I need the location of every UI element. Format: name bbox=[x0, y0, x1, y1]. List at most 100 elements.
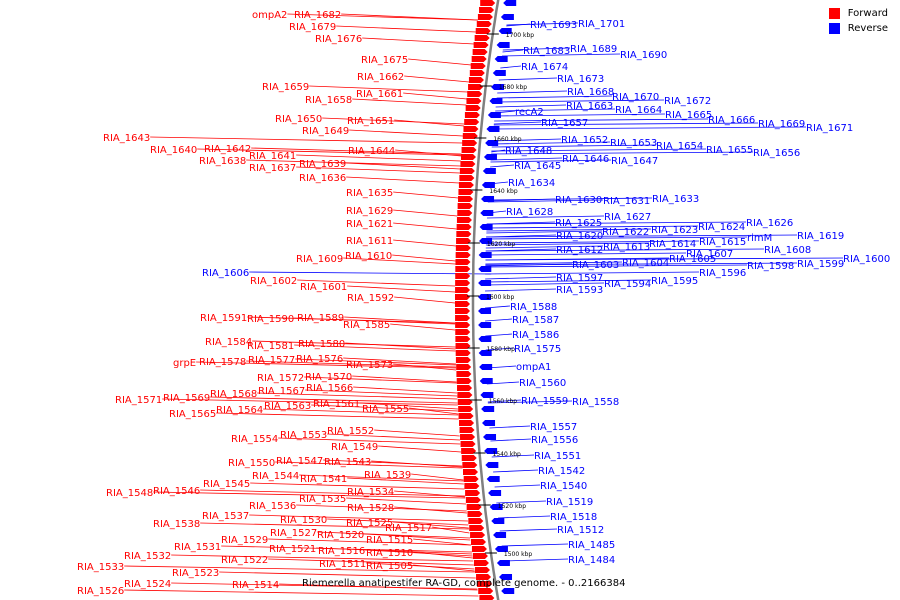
forward-gene-label: RIA_1522 bbox=[221, 555, 268, 566]
leader-line bbox=[200, 489, 466, 497]
reverse-gene-block bbox=[503, 0, 517, 6]
leader-line bbox=[374, 429, 460, 437]
kbp-label: 1660 kbp bbox=[493, 136, 521, 143]
forward-gene-label: RIA_1539 bbox=[364, 470, 411, 481]
reverse-gene-block bbox=[489, 98, 503, 104]
forward-gene-block bbox=[455, 259, 471, 265]
leader-line bbox=[316, 547, 473, 555]
reverse-gene-block bbox=[479, 224, 493, 230]
reverse-gene-label: RIA_1620 bbox=[556, 231, 603, 242]
reverse-gene-label: RIA_1558 bbox=[572, 397, 619, 408]
leader-line bbox=[485, 271, 700, 275]
forward-gene-label: RIA_1571 bbox=[115, 395, 162, 406]
leader-line bbox=[153, 491, 466, 499]
leader-line bbox=[347, 285, 456, 293]
backbone-ticks: 1700 kbp 1680 kbp 1660 kbp 1640 kbp 1620 kbp… bbox=[467, 32, 534, 558]
reverse-gene-block bbox=[499, 574, 513, 580]
leader-line bbox=[486, 236, 748, 240]
leader-line bbox=[216, 412, 459, 420]
forward-gene-label: RIA_1564 bbox=[216, 405, 263, 416]
leader-line bbox=[495, 104, 567, 108]
reverse-gene-label: RIA_1654 bbox=[656, 141, 703, 152]
reverse-gene-block bbox=[483, 154, 497, 160]
forward-gene-block bbox=[462, 133, 478, 139]
forward-gene-block bbox=[468, 518, 484, 524]
leader-line bbox=[263, 408, 459, 416]
leader-line bbox=[364, 533, 471, 541]
reverse-gene-label: ompA1 bbox=[516, 362, 551, 373]
forward-gene-label: RIA_1682 bbox=[294, 10, 341, 21]
forward-gene-block bbox=[480, 0, 496, 6]
leader-line bbox=[353, 386, 458, 394]
reverse-gene-block bbox=[491, 518, 505, 524]
forward-gene-label: RIA_1611 bbox=[346, 236, 393, 247]
kbp-label: 1540 kbp bbox=[493, 451, 521, 458]
reverse-gene-label: RIA_1666 bbox=[708, 115, 755, 126]
forward-gene-block bbox=[466, 98, 482, 104]
leader-line bbox=[352, 98, 467, 106]
kbp-label: 1500 kbp bbox=[504, 551, 532, 558]
reverse-gene-block bbox=[478, 350, 492, 356]
leader-line bbox=[485, 333, 513, 337]
legend: Forward Reverse bbox=[828, 8, 888, 38]
forward-gene-block bbox=[478, 588, 494, 594]
forward-gene-label: RIA_1578 bbox=[199, 357, 246, 368]
reverse-gene-block bbox=[485, 462, 499, 468]
forward-gene-label: RIA_1637 bbox=[249, 163, 296, 174]
kbp-label: 1520 kbp bbox=[498, 503, 526, 510]
leader-line bbox=[485, 261, 623, 265]
reverse-gene-label: RIA_1631 bbox=[603, 196, 650, 207]
leader-line bbox=[294, 344, 456, 352]
leader-line bbox=[349, 129, 464, 137]
leader-line bbox=[408, 58, 472, 66]
reverse-gene-label: RIA_1653 bbox=[610, 138, 657, 149]
leader-line bbox=[347, 477, 464, 485]
reverse-gene-label: RIA_1690 bbox=[620, 50, 667, 61]
reverse-gene-label: RIA_1596 bbox=[699, 268, 746, 279]
leader-line bbox=[411, 473, 464, 481]
forward-gene-block bbox=[469, 70, 485, 76]
forward-gene-block bbox=[464, 483, 480, 489]
leader-line bbox=[296, 166, 460, 174]
leader-line bbox=[491, 454, 535, 458]
leader-line bbox=[197, 148, 462, 156]
leader-line bbox=[346, 176, 460, 184]
reverse-gene-label: RIA_1674 bbox=[521, 62, 568, 73]
leader-line bbox=[268, 558, 474, 566]
leader-line bbox=[297, 279, 456, 287]
leader-line bbox=[257, 392, 458, 400]
leader-line bbox=[210, 396, 458, 404]
leader-line bbox=[346, 497, 466, 505]
leader-line bbox=[497, 90, 568, 94]
forward-gene-block bbox=[455, 266, 471, 272]
forward-gene-block bbox=[458, 406, 474, 412]
reverse-gene-label: RIA_1559 bbox=[521, 396, 568, 407]
reverse-gene-label: RIA_1665 bbox=[665, 110, 712, 121]
leader-line bbox=[394, 490, 466, 498]
forward-gene-label: RIA_1661 bbox=[356, 89, 403, 100]
leader-line bbox=[485, 245, 604, 249]
forward-gene-block bbox=[467, 511, 483, 517]
legend-forward: Forward bbox=[828, 8, 888, 19]
forward-gene-label: RIA_1592 bbox=[347, 293, 394, 304]
leader-line bbox=[486, 215, 605, 219]
reverse-gene-block bbox=[491, 84, 505, 90]
forward-gene-block bbox=[463, 476, 479, 482]
forward-gene-block bbox=[470, 532, 486, 538]
leader-line bbox=[491, 151, 754, 155]
kbp-label: 1560 kbp bbox=[489, 398, 517, 405]
reverse-gene-block bbox=[489, 504, 503, 510]
forward-gene-label: RIA_1529 bbox=[221, 535, 268, 546]
leader-line bbox=[486, 221, 747, 225]
forward-gene-block bbox=[476, 574, 492, 580]
leader-line bbox=[485, 264, 748, 268]
leader-line bbox=[409, 407, 459, 415]
reverse-gene-label: RIA_1683 bbox=[523, 46, 570, 57]
forward-gene-label: RIA_1639 bbox=[299, 159, 346, 170]
forward-gene-label: RIA_1642 bbox=[204, 144, 251, 155]
forward-gene-block bbox=[461, 455, 477, 461]
forward-gene-label: RIA_1526 bbox=[77, 586, 124, 597]
forward-gene-label: RIA_1511 bbox=[319, 559, 366, 570]
reverse-gene-label: RIA_1652 bbox=[561, 135, 608, 146]
forward-gene-block bbox=[464, 119, 480, 125]
